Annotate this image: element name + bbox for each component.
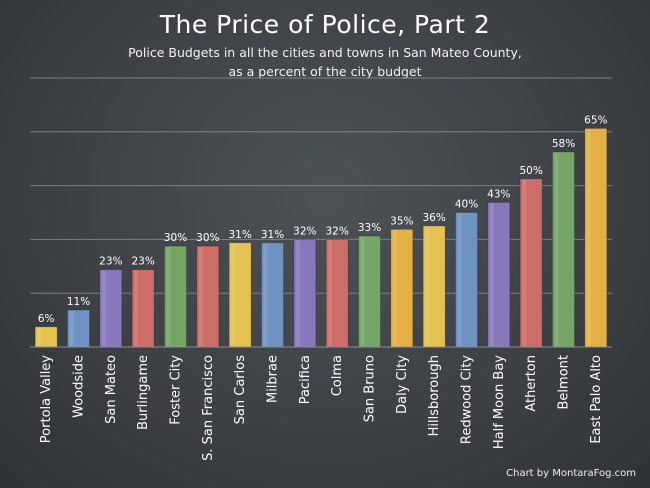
value-label: 31%: [228, 229, 251, 241]
category-label: Milbrae: [266, 355, 281, 403]
category-label: San Carlos: [233, 355, 248, 425]
value-label: 32%: [293, 225, 316, 237]
value-label: 50%: [519, 165, 542, 177]
category-label: Colma: [330, 355, 345, 396]
gridlines: [30, 77, 612, 294]
bar-highlight: [134, 270, 139, 346]
category-label: Hillsborough: [427, 355, 442, 436]
chart-subtitle: Police Budgets in all the cities and tow…: [0, 43, 650, 81]
category-label: Belmont: [557, 355, 572, 409]
bars: [34, 128, 608, 348]
subtitle-line-1: Police Budgets in all the cities and tow…: [128, 45, 522, 60]
category-label: East Palo Alto: [589, 355, 604, 444]
value-label: 30%: [196, 232, 219, 244]
category-label: Woodside: [72, 355, 87, 418]
value-label: 36%: [422, 212, 445, 224]
value-label: 23%: [99, 256, 122, 268]
bar-highlight: [586, 129, 591, 346]
bar-highlight: [392, 230, 397, 346]
value-label: 11%: [67, 296, 90, 308]
category-label: Atherton: [524, 355, 539, 412]
category-label: Pacifica: [298, 355, 313, 404]
category-label: S. San Francisco: [201, 355, 216, 461]
bar-highlight: [101, 270, 106, 346]
value-label: 58%: [552, 138, 575, 150]
value-label: 32%: [325, 225, 348, 237]
value-label: 33%: [358, 222, 381, 234]
bar-highlight: [295, 240, 300, 346]
bar-highlight: [425, 226, 430, 346]
value-labels: 6% 11% 23% 23% 30% 30% 31% 31% 32% 32% 33% 35% 36% 40…: [38, 114, 608, 324]
category-label: Portola Valley: [39, 355, 54, 444]
value-label: 40%: [455, 199, 478, 211]
chart-title: The Price of Police, Part 2: [159, 10, 491, 39]
category-labels: Portola Valley Woodside San Mateo Burlingam…: [39, 355, 604, 461]
category-label: San Mateo: [104, 355, 119, 424]
bar-highlight: [231, 243, 236, 346]
value-label: 43%: [487, 188, 510, 200]
chart-credit: Chart by MontaraFog.com: [506, 468, 636, 479]
value-label: 23%: [131, 256, 154, 268]
category-label: Redwood City: [460, 355, 475, 444]
bar-highlight: [263, 243, 268, 346]
value-label: 30%: [164, 232, 187, 244]
bar-highlight: [360, 237, 365, 346]
subtitle-line-2: as a percent of the city budget: [228, 64, 422, 79]
bar-highlight: [328, 240, 333, 346]
value-label: 31%: [261, 229, 284, 241]
bar-highlight: [198, 247, 203, 346]
value-label: 35%: [390, 215, 413, 227]
bar-highlight: [489, 203, 494, 346]
bar-highlight: [554, 152, 559, 346]
value-label: 65%: [584, 114, 607, 126]
category-label: Daly City: [395, 355, 410, 414]
bar-highlight: [69, 311, 74, 346]
bar-highlight: [37, 327, 42, 346]
bar-highlight: [522, 179, 527, 346]
category-label: Half Moon Bay: [492, 355, 507, 449]
category-label: Burlingame: [136, 355, 151, 430]
category-label: San Bruno: [363, 355, 378, 422]
bar-highlight: [457, 213, 462, 346]
category-label: Foster City: [169, 355, 184, 425]
bar-highlight: [166, 247, 171, 346]
value-label: 6%: [38, 313, 55, 325]
